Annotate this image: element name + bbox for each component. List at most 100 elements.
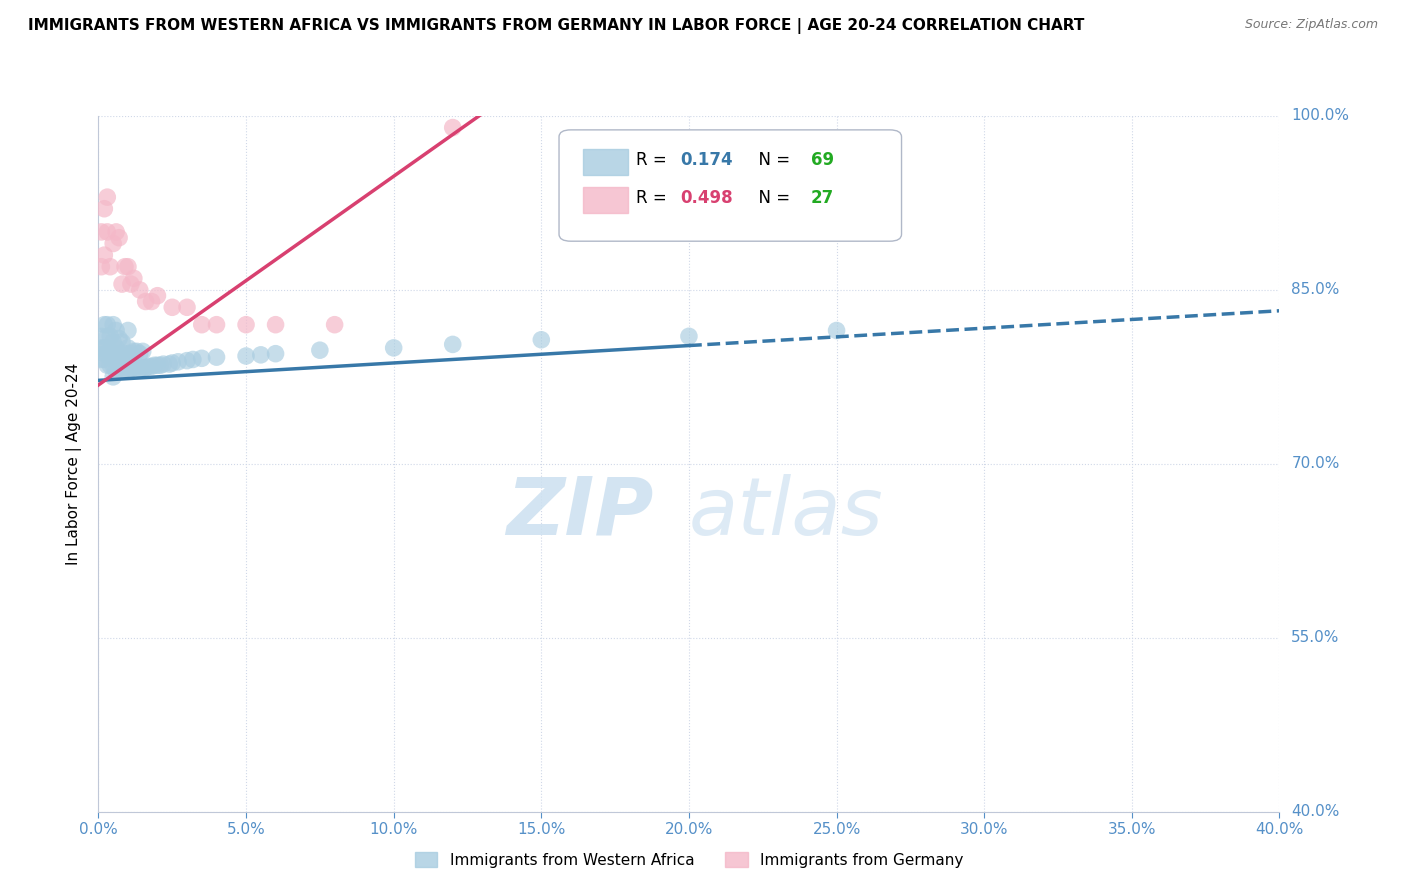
Point [90,352,112,367]
Point [108,230,131,244]
Point [117,352,139,367]
Point [96,358,118,372]
Point [128,346,150,360]
Point [105,341,128,355]
Point [120,346,142,360]
Text: 0.174: 0.174 [681,151,734,169]
Point [191,318,214,332]
Point [111,334,134,349]
Point [90,260,112,274]
Point [146,289,169,303]
Text: N =: N = [748,151,796,169]
Point [108,346,131,360]
Point [103,346,125,360]
Point [162,356,183,370]
Point [122,344,145,359]
Point [93,202,115,216]
Point [250,348,273,362]
Point [114,361,136,376]
Point [382,341,405,355]
Point [93,346,115,360]
Text: 100.0%: 100.0% [1291,109,1350,123]
Point [205,318,228,332]
Text: 0.498: 0.498 [681,189,734,207]
Text: 70.0%: 70.0% [1291,457,1340,471]
Point [103,236,125,251]
Text: R =: R = [636,151,672,169]
Point [530,333,553,347]
Text: atlas: atlas [689,474,884,551]
Point [117,324,139,338]
Bar [582,149,627,175]
Point [103,334,125,349]
Point [143,358,166,372]
Point [96,329,118,343]
Point [825,324,848,338]
Point [264,346,287,360]
Point [128,283,150,297]
Point [149,358,172,372]
Y-axis label: In Labor Force | Age 20-24: In Labor Force | Age 20-24 [66,363,83,565]
Point [105,324,128,338]
Point [98,329,121,343]
Point [98,260,121,274]
Point [135,360,157,375]
Point [141,294,163,309]
Text: 69: 69 [811,151,834,169]
Point [90,341,112,355]
Point [122,271,145,285]
Point [90,225,112,239]
Point [103,318,125,332]
Point [235,349,257,363]
Text: N =: N = [748,189,796,207]
Point [441,120,464,135]
Point [96,341,118,355]
Point [93,352,115,367]
Text: ZIP: ZIP [506,474,654,551]
Text: 85.0%: 85.0% [1291,283,1340,297]
Point [128,361,150,376]
Point [98,346,121,360]
Point [117,341,139,355]
Point [264,318,287,332]
Point [90,329,112,343]
Point [117,364,139,378]
Point [111,277,134,291]
Text: 55.0%: 55.0% [1291,631,1340,645]
Point [93,318,115,332]
Point [105,364,128,378]
Point [96,346,118,360]
Point [235,318,257,332]
Point [205,350,228,364]
Point [176,300,198,315]
Point [96,318,118,332]
Point [138,359,160,374]
Text: 40.0%: 40.0% [1291,805,1340,819]
Point [93,248,115,262]
Point [114,346,136,360]
Point [108,358,131,372]
Point [152,357,174,371]
Point [111,364,134,378]
Point [441,337,464,351]
Point [111,349,134,363]
Point [141,359,163,374]
Point [96,225,118,239]
Point [132,344,155,359]
Point [309,343,332,358]
Point [105,225,128,239]
Point [125,344,148,359]
Point [96,190,118,204]
Point [678,329,700,343]
Point [125,360,148,375]
Point [105,352,128,367]
Point [103,369,125,384]
Text: 27: 27 [811,189,834,207]
Point [122,360,145,375]
Point [120,361,142,376]
Point [108,332,131,346]
Point [181,352,204,367]
Point [114,260,136,274]
Point [120,277,142,291]
Point [93,341,115,355]
